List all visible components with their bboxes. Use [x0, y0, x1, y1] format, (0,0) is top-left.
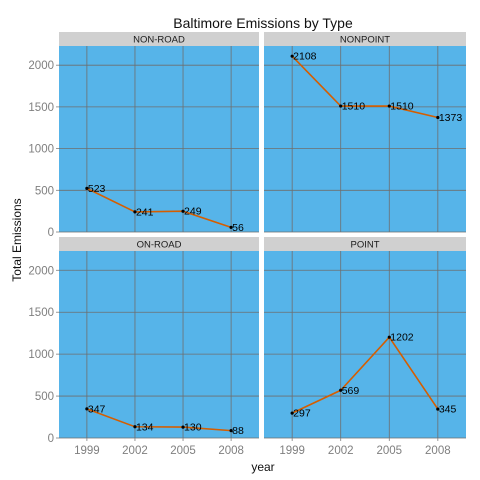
facet-point: POINT 297 569 1202 345 1999 2002 2005 2008: [264, 237, 466, 457]
data-label: 249: [184, 206, 202, 218]
y-tick-label: 500: [35, 391, 54, 403]
y-axis-title: Total Emissions: [10, 198, 24, 281]
facet-on-road: ON-ROAD 347 134 130 88 0 500 1000 1500 2000 1999 20…: [28, 237, 259, 457]
facet-nonpoint: NONPOINT 2108 1510 1510 1373: [264, 32, 466, 233]
x-axis-title: year: [251, 460, 274, 474]
y-tick-label: 500: [35, 185, 54, 197]
data-point: [339, 104, 343, 108]
data-point: [133, 210, 137, 214]
y-tick-label: 1000: [28, 144, 54, 156]
y-tick-label: 1500: [28, 102, 54, 114]
data-label: 88: [232, 425, 244, 437]
x-tick-label: 2008: [425, 445, 451, 457]
data-point: [290, 54, 294, 58]
facet-panels: NON-ROAD 523 241 249 56 0 500 1000 1500 2000 NONPO…: [28, 32, 466, 457]
y-tick-label: 2000: [28, 60, 54, 72]
series-line: [291, 55, 439, 119]
y-tick-label: 1500: [28, 307, 54, 319]
facet-panel-background: [264, 251, 466, 438]
facet-panel-background: [264, 46, 466, 232]
y-tick-label: 2000: [28, 265, 54, 277]
data-point: [229, 225, 233, 229]
facet-strip-label: NON-ROAD: [133, 35, 185, 46]
data-label: 130: [184, 422, 202, 434]
data-point: [229, 429, 233, 433]
data-label: 297: [293, 408, 311, 420]
facet-strip: [264, 237, 466, 251]
x-tick-label: 2005: [376, 445, 402, 457]
data-label: 523: [88, 183, 106, 195]
x-tick-label: 2002: [122, 445, 148, 457]
data-point: [133, 425, 137, 429]
facet-strip-label: POINT: [350, 240, 379, 251]
series-line: [291, 335, 439, 414]
facet-non-road: NON-ROAD 523 241 249 56 0 500 1000 1500 2000: [28, 32, 259, 239]
series-line: [86, 408, 232, 432]
y-tick-label: 0: [48, 433, 54, 445]
data-label: 569: [342, 385, 360, 397]
chart-title: Baltimore Emissions by Type: [173, 15, 353, 31]
data-label: 347: [88, 403, 106, 415]
series-line: [86, 187, 232, 229]
data-point: [290, 411, 294, 415]
facet-strip: [59, 237, 259, 251]
data-point: [387, 335, 391, 339]
data-point: [436, 115, 440, 120]
data-point: [85, 186, 89, 190]
data-point: [181, 425, 185, 429]
data-point: [387, 104, 391, 108]
facet-strip-label: NONPOINT: [340, 35, 390, 46]
y-tick-label: 1000: [28, 349, 54, 361]
facet-strip: [264, 32, 466, 46]
data-label: 134: [136, 421, 154, 433]
x-tick-label: 1999: [279, 445, 305, 457]
data-label: 2108: [293, 51, 317, 63]
data-point: [339, 388, 343, 392]
data-label: 1510: [390, 101, 414, 113]
data-label: 1373: [439, 112, 463, 124]
x-tick-label: 2008: [218, 445, 244, 457]
x-tick-label: 2005: [170, 445, 196, 457]
data-label: 56: [232, 222, 244, 234]
y-tick-label: 0: [48, 227, 54, 239]
data-point: [85, 407, 89, 411]
data-point: [436, 407, 440, 411]
data-label: 241: [136, 206, 154, 218]
facet-strip-label: ON-ROAD: [137, 240, 182, 251]
x-tick-label: 1999: [74, 445, 100, 457]
facet-strip: [59, 32, 259, 46]
data-label: 1202: [390, 332, 414, 344]
data-label: 1510: [342, 101, 366, 113]
facet-panel-background: [59, 46, 259, 232]
facet-panel-background: [59, 251, 259, 438]
x-tick-label: 2002: [328, 445, 354, 457]
data-point: [181, 209, 185, 213]
data-label: 345: [439, 404, 457, 416]
